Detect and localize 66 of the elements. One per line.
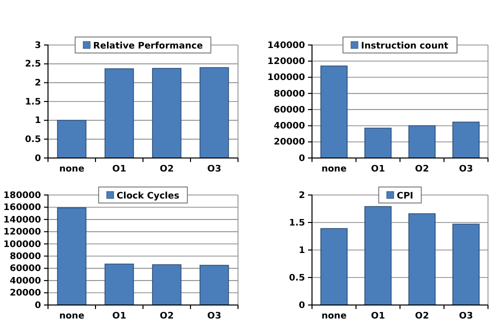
y-tick-label: 3 xyxy=(34,40,41,51)
legend-label: Clock Cycles xyxy=(116,192,180,202)
bar xyxy=(452,224,480,306)
y-tick-label: 0 xyxy=(34,300,41,311)
bar xyxy=(200,67,229,158)
y-tick-label: 120000 xyxy=(3,228,41,238)
y-tick-label: 160000 xyxy=(3,203,41,214)
y-tick-label: 0.5 xyxy=(25,135,41,146)
y-tick-label: 180000 xyxy=(3,190,41,201)
x-tick-label: O2 xyxy=(160,164,174,174)
y-tick-label: 40000 xyxy=(10,276,41,286)
bar xyxy=(200,264,229,306)
x-tick-label: O3 xyxy=(207,311,222,322)
x-tick-label: O3 xyxy=(459,311,473,322)
y-tick-label: 1.5 xyxy=(25,97,41,108)
bar xyxy=(57,207,86,306)
y-tick-label: 100000 xyxy=(267,73,305,84)
bar xyxy=(152,264,182,306)
legend-label: CPI xyxy=(396,192,414,202)
y-tick-label: 60000 xyxy=(274,105,305,116)
y-tick-label: 20000 xyxy=(274,138,305,148)
bar xyxy=(364,206,392,306)
y-tick-label: 100000 xyxy=(3,240,41,250)
bar xyxy=(104,264,134,306)
y-tick-label: 40000 xyxy=(274,122,305,132)
bar xyxy=(452,122,480,158)
y-tick-label: 140000 xyxy=(3,215,41,226)
x-tick-label: O1 xyxy=(371,164,385,174)
y-tick-label: 60000 xyxy=(10,264,41,274)
y-tick-label: 1 xyxy=(34,116,41,126)
legend-label: Instruction count xyxy=(360,42,450,52)
bar xyxy=(320,66,348,158)
bar xyxy=(57,120,86,158)
y-tick-label: 0 xyxy=(34,154,41,164)
y-tick-label: 120000 xyxy=(267,57,305,68)
bar xyxy=(320,228,348,306)
y-tick-label: 2 xyxy=(298,190,305,201)
x-tick-label: O1 xyxy=(112,164,126,174)
x-tick-label: O1 xyxy=(371,311,385,322)
y-tick-label: 2.5 xyxy=(25,60,41,70)
bar xyxy=(408,213,436,306)
y-tick-label: 20000 xyxy=(10,288,41,299)
x-tick-label: none xyxy=(321,311,347,322)
y-tick-label: 1 xyxy=(298,246,305,256)
y-tick-label: 0 xyxy=(298,154,305,164)
bar xyxy=(152,68,182,158)
bar xyxy=(408,125,436,158)
y-tick-label: 80000 xyxy=(274,89,305,100)
bar xyxy=(104,68,134,158)
x-tick-label: none xyxy=(59,311,84,322)
x-tick-label: none xyxy=(59,164,84,174)
y-tick-label: 80000 xyxy=(10,252,41,262)
x-tick-label: none xyxy=(321,164,347,174)
x-tick-label: O3 xyxy=(459,164,473,174)
y-tick-label: 140000 xyxy=(267,40,305,51)
y-tick-label: 0 xyxy=(298,300,305,311)
bar xyxy=(364,128,392,158)
y-tick-label: 1.5 xyxy=(289,218,305,228)
x-tick-label: O3 xyxy=(207,164,222,174)
x-tick-label: O2 xyxy=(415,311,429,322)
legend-label: Relative Performance xyxy=(93,42,203,52)
x-tick-label: O2 xyxy=(160,311,174,322)
y-tick-label: 2 xyxy=(34,78,41,89)
y-tick-label: 0.5 xyxy=(289,273,305,284)
x-tick-label: O1 xyxy=(112,311,126,322)
x-tick-label: O2 xyxy=(415,164,429,174)
